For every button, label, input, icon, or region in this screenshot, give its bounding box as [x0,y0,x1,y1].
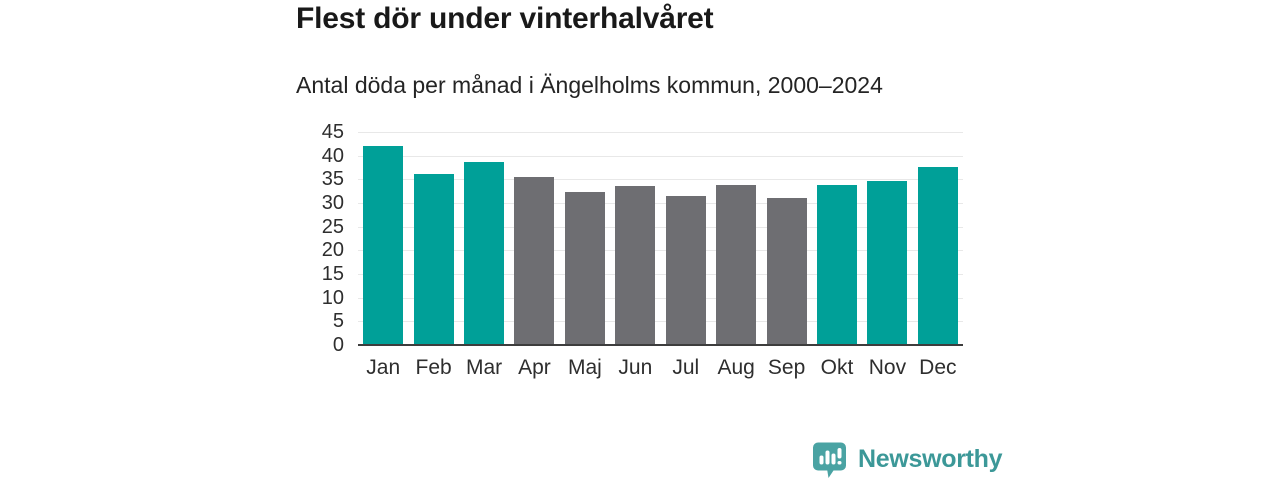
bars [358,132,963,345]
bar-cell-nov [862,132,912,345]
x-tick-label-okt: Okt [820,356,854,379]
x-tick-label-jun: Jun [618,356,653,379]
logo-exclamation-dot [837,461,842,465]
x-axis-labels: Jan Feb Mar Apr Maj Jun Jul Aug Sep Okt Nov Dec [358,356,963,380]
bar-cell-dec [913,132,963,345]
logo-bar-3 [831,453,836,465]
brand-logo: Newsworthy [810,440,1003,479]
x-tick-label-dec: Dec [919,356,957,379]
bar-cell-sep [761,132,811,345]
x-tick-label-apr: Apr [518,356,551,379]
bar-mar [464,161,505,345]
bar-aug [716,185,757,345]
y-tick-label-0: 0 [332,334,344,356]
logo-bar-1 [819,455,824,465]
bar-apr [514,176,555,345]
bar-dec [917,167,958,345]
y-tick-label-10: 10 [321,286,344,309]
gridline-10 [358,297,963,299]
bar-cell-mar [459,132,509,345]
bar-maj [564,191,605,345]
bar-cell-jun [610,132,660,345]
bar-sep [766,198,807,345]
bar-cell-apr [509,132,559,345]
y-tick-label-15: 15 [321,262,344,285]
chart-subtitle: Antal döda per månad i Ängelholms kommun… [296,72,883,98]
bar-cell-jan [358,132,408,345]
y-tick-label-30: 30 [321,191,344,214]
brand-name: Newsworthy [858,445,1003,473]
gridline-40 [358,155,963,157]
x-tick-label-aug: Aug [717,356,755,379]
x-tick-label-jan: Jan [366,356,401,379]
bar-okt [817,185,857,345]
x-axis-baseline [358,344,963,346]
y-tick-label-35: 35 [321,168,344,191]
gridline-45 [358,132,963,133]
y-tick-label-5: 5 [332,310,344,333]
logo-exclamation-stem [837,448,842,459]
y-tick-label-45: 45 [321,121,344,143]
chart-title: Flest dör under vinterhalvåret [296,2,714,35]
bar-cell-okt [812,132,862,345]
gridline-30 [358,202,963,204]
bar-cell-maj [560,132,610,345]
plot-area [358,132,963,346]
y-axis-labels: 45 40 35 30 25 20 15 10 5 0 [296,121,344,356]
y-tick-label-20: 20 [321,239,344,262]
x-tick-label-jul: Jul [672,356,700,379]
bar-jan [363,145,404,345]
bar-cell-feb [408,132,458,345]
x-tick-label-mar: Mar [465,356,503,379]
gridline-35 [358,179,963,181]
newsworthy-speech-bubble-bar-chart-icon [813,442,846,478]
x-tick-label-nov: Nov [868,356,907,379]
gridline-15 [358,273,963,275]
gridline-5 [358,321,963,323]
bar-cell-jul [661,132,711,345]
bar-feb [413,173,454,345]
logo-bar-2 [825,450,830,465]
y-tick-label-25: 25 [321,215,344,238]
gridline-20 [358,250,963,252]
bar-nov [867,181,908,345]
x-tick-label-feb: Feb [415,356,452,379]
bar-cell-aug [711,132,761,345]
bar-jun [615,185,656,345]
y-tick-label-40: 40 [321,144,344,167]
gridline-25 [358,226,963,228]
x-tick-label-sep: Sep [767,356,806,379]
bar-jul [665,196,706,345]
x-tick-label-maj: Maj [567,356,602,379]
